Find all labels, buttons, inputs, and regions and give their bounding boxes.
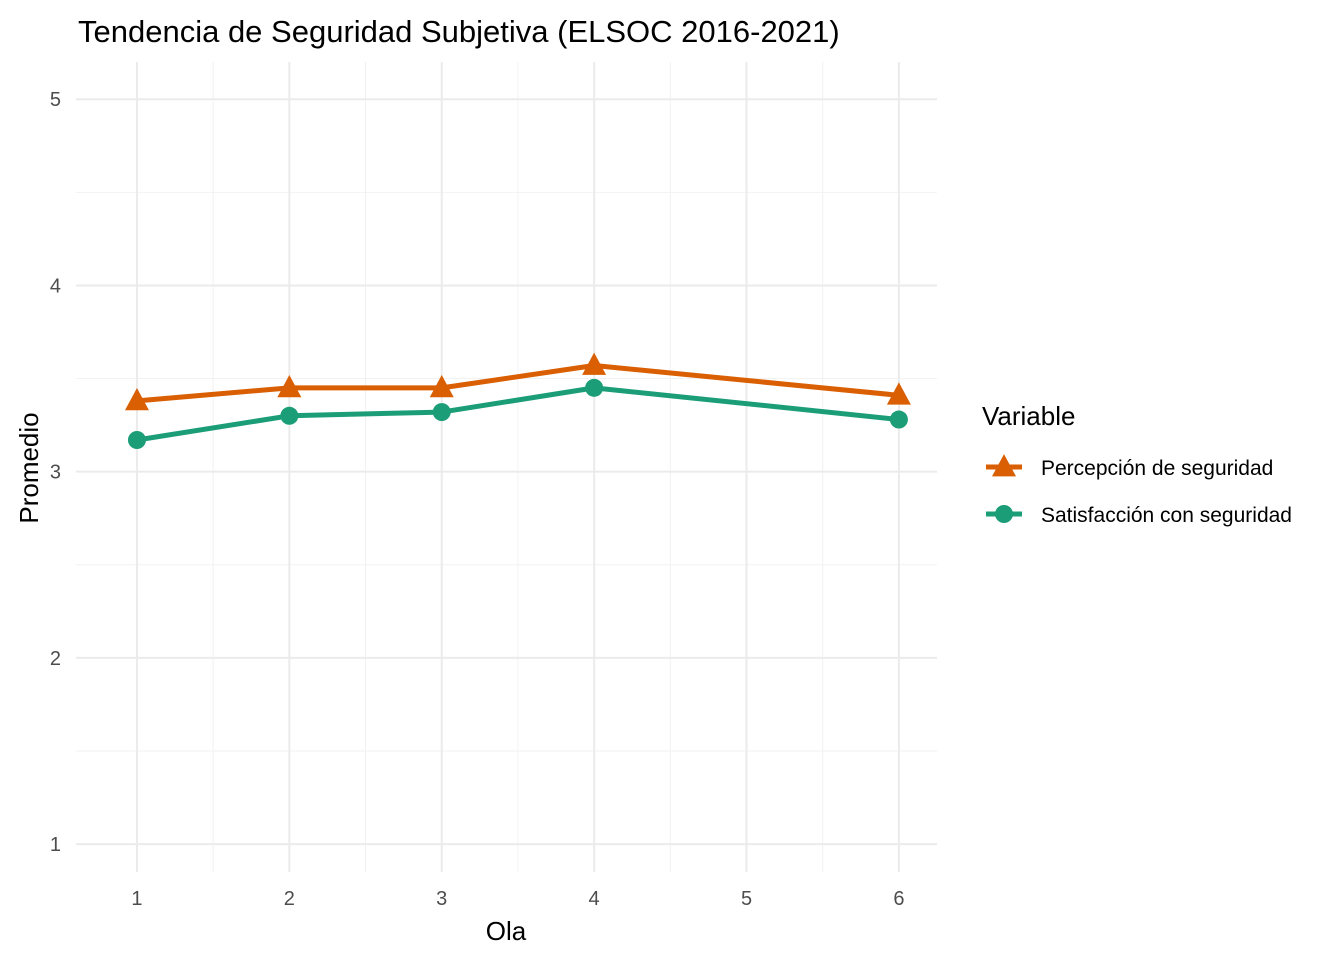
- legend-item: Satisfacción con seguridad: [986, 504, 1292, 527]
- data-point: [886, 382, 911, 405]
- legend-items: Percepción de seguridad Satisfacción con …: [986, 454, 1292, 527]
- legend-key-marker: [995, 505, 1013, 523]
- x-tick-label: 5: [741, 888, 752, 910]
- series-layer: [124, 352, 911, 449]
- grid-major: [76, 62, 937, 872]
- data-point: [889, 410, 908, 429]
- x-tick-label: 1: [131, 888, 142, 910]
- x-tick-labels: 1 2 3 4 5 6: [131, 888, 904, 910]
- x-tick-label: 2: [284, 888, 295, 910]
- data-point: [582, 352, 607, 375]
- data-point: [585, 378, 604, 397]
- chart-title: Tendencia de Seguridad Subjetiva (ELSOC …: [78, 14, 840, 49]
- data-point: [124, 388, 149, 411]
- series-2: [127, 378, 908, 449]
- legend: Variable Percepción de seguridad Satisfac…: [982, 401, 1292, 527]
- legend-title: Variable: [982, 401, 1075, 431]
- data-point: [429, 374, 454, 398]
- data-point: [280, 406, 299, 425]
- x-tick-label: 4: [589, 888, 600, 910]
- y-tick-labels: 1 2 3 4 5: [50, 89, 61, 856]
- y-tick-label: 5: [50, 89, 61, 111]
- x-axis-title: Ola: [486, 916, 527, 946]
- x-tick-label: 6: [893, 888, 904, 910]
- data-point: [432, 403, 451, 422]
- legend-label: Percepción de seguridad: [1041, 457, 1273, 480]
- legend-label: Satisfacción con seguridad: [1041, 504, 1292, 527]
- legend-key-marker: [992, 454, 1016, 477]
- data-point: [127, 431, 146, 449]
- y-tick-label: 2: [50, 648, 61, 670]
- y-tick-label: 3: [50, 462, 61, 484]
- series-1: [124, 352, 911, 411]
- legend-item: Percepción de seguridad: [986, 454, 1273, 480]
- grid-minor: [76, 62, 937, 872]
- y-tick-label: 4: [50, 275, 61, 297]
- data-point: [277, 374, 302, 398]
- y-axis-title: Promedio: [14, 412, 44, 523]
- y-tick-label: 1: [50, 834, 61, 856]
- x-tick-label: 3: [436, 888, 447, 910]
